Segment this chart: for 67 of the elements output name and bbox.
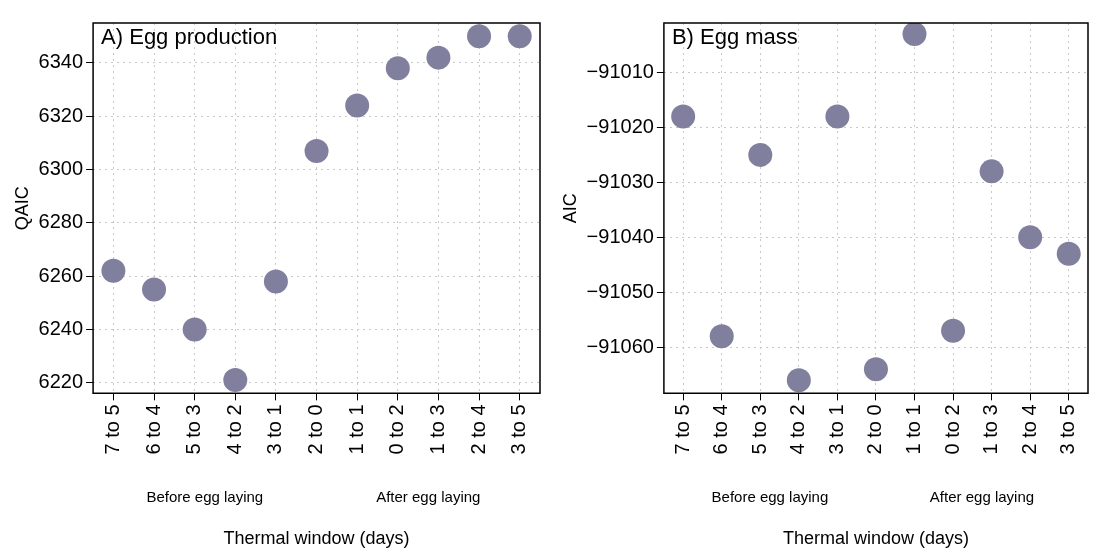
- point: [223, 368, 248, 393]
- point: [1056, 241, 1081, 266]
- y-tick-label: 6280: [38, 210, 84, 233]
- x-tick-label: 7 to 5: [670, 404, 693, 455]
- text: Before egg laying: [146, 488, 264, 506]
- y-tick-label: 6320: [38, 103, 84, 126]
- x-tick-label: 7 to 5: [100, 404, 123, 455]
- y-tick-label: 6300: [38, 157, 84, 180]
- y-tick-label: 6260: [38, 263, 84, 286]
- point: [979, 159, 1004, 184]
- y-tick-label: −91010: [586, 59, 654, 82]
- y-axis-title: AIC: [559, 193, 580, 224]
- x-tick-label: 2 to 4: [466, 404, 489, 455]
- x-tick-label: 1 to 3: [425, 404, 448, 455]
- y-tick-label: 6220: [38, 370, 84, 393]
- text: Before egg laying: [711, 488, 829, 506]
- x-tick-label: 2 to 4: [1017, 404, 1040, 455]
- point: [385, 56, 410, 81]
- x-tick-label: 5 to 3: [747, 404, 770, 455]
- point: [863, 357, 888, 382]
- x-tick-label: 3 to 5: [1056, 404, 1079, 455]
- point: [941, 318, 966, 343]
- x-tick-label: 4 to 2: [786, 404, 809, 455]
- point: [182, 317, 207, 342]
- y-tick-label: −91050: [586, 279, 654, 302]
- y-tick-label: 6340: [38, 50, 84, 73]
- x-tick-label: 4 to 2: [222, 404, 245, 455]
- chart-title: B) Egg mass: [671, 24, 798, 50]
- y-tick-label: −91060: [586, 334, 654, 357]
- x-axis-title: Thermal window (days): [782, 528, 969, 549]
- text: After egg laying: [929, 488, 1035, 506]
- point: [345, 93, 370, 118]
- chart-title: A) Egg production: [101, 24, 278, 50]
- y-axis-title: QAIC: [11, 186, 32, 231]
- point: [507, 24, 532, 49]
- y-tick-label: −91020: [586, 114, 654, 137]
- point: [142, 277, 167, 302]
- y-tick-label: −91040: [586, 224, 654, 247]
- point: [671, 104, 696, 129]
- point: [467, 24, 492, 49]
- point: [748, 142, 773, 167]
- x-tick-label: 5 to 3: [182, 404, 205, 455]
- x-tick-label: 1 to 1: [344, 404, 367, 455]
- point: [101, 258, 126, 283]
- point: [1018, 225, 1043, 250]
- point: [263, 269, 288, 294]
- x-tick-label: 0 to 2: [940, 404, 963, 455]
- point: [825, 104, 850, 129]
- x-tick-label: 2 to 0: [304, 404, 327, 455]
- text: After egg laying: [376, 488, 481, 506]
- x-tick-label: 1 to 1: [902, 404, 925, 455]
- point: [786, 368, 811, 393]
- x-tick-label: 6 to 4: [141, 404, 164, 455]
- x-tick-label: 1 to 3: [979, 404, 1002, 455]
- x-tick-label: 0 to 2: [385, 404, 408, 455]
- x-axis-title: Thermal window (days): [223, 528, 410, 549]
- point: [709, 324, 734, 349]
- x-tick-label: 3 to 1: [263, 404, 286, 455]
- point: [304, 138, 329, 163]
- x-tick-label: 3 to 1: [824, 404, 847, 455]
- x-tick-label: 2 to 0: [863, 404, 886, 455]
- point: [902, 23, 927, 46]
- y-tick-label: −91030: [586, 169, 654, 192]
- y-tick-label: 6240: [38, 316, 84, 339]
- x-tick-label: 6 to 4: [709, 404, 732, 455]
- point: [426, 45, 451, 70]
- x-tick-label: 3 to 5: [507, 404, 530, 455]
